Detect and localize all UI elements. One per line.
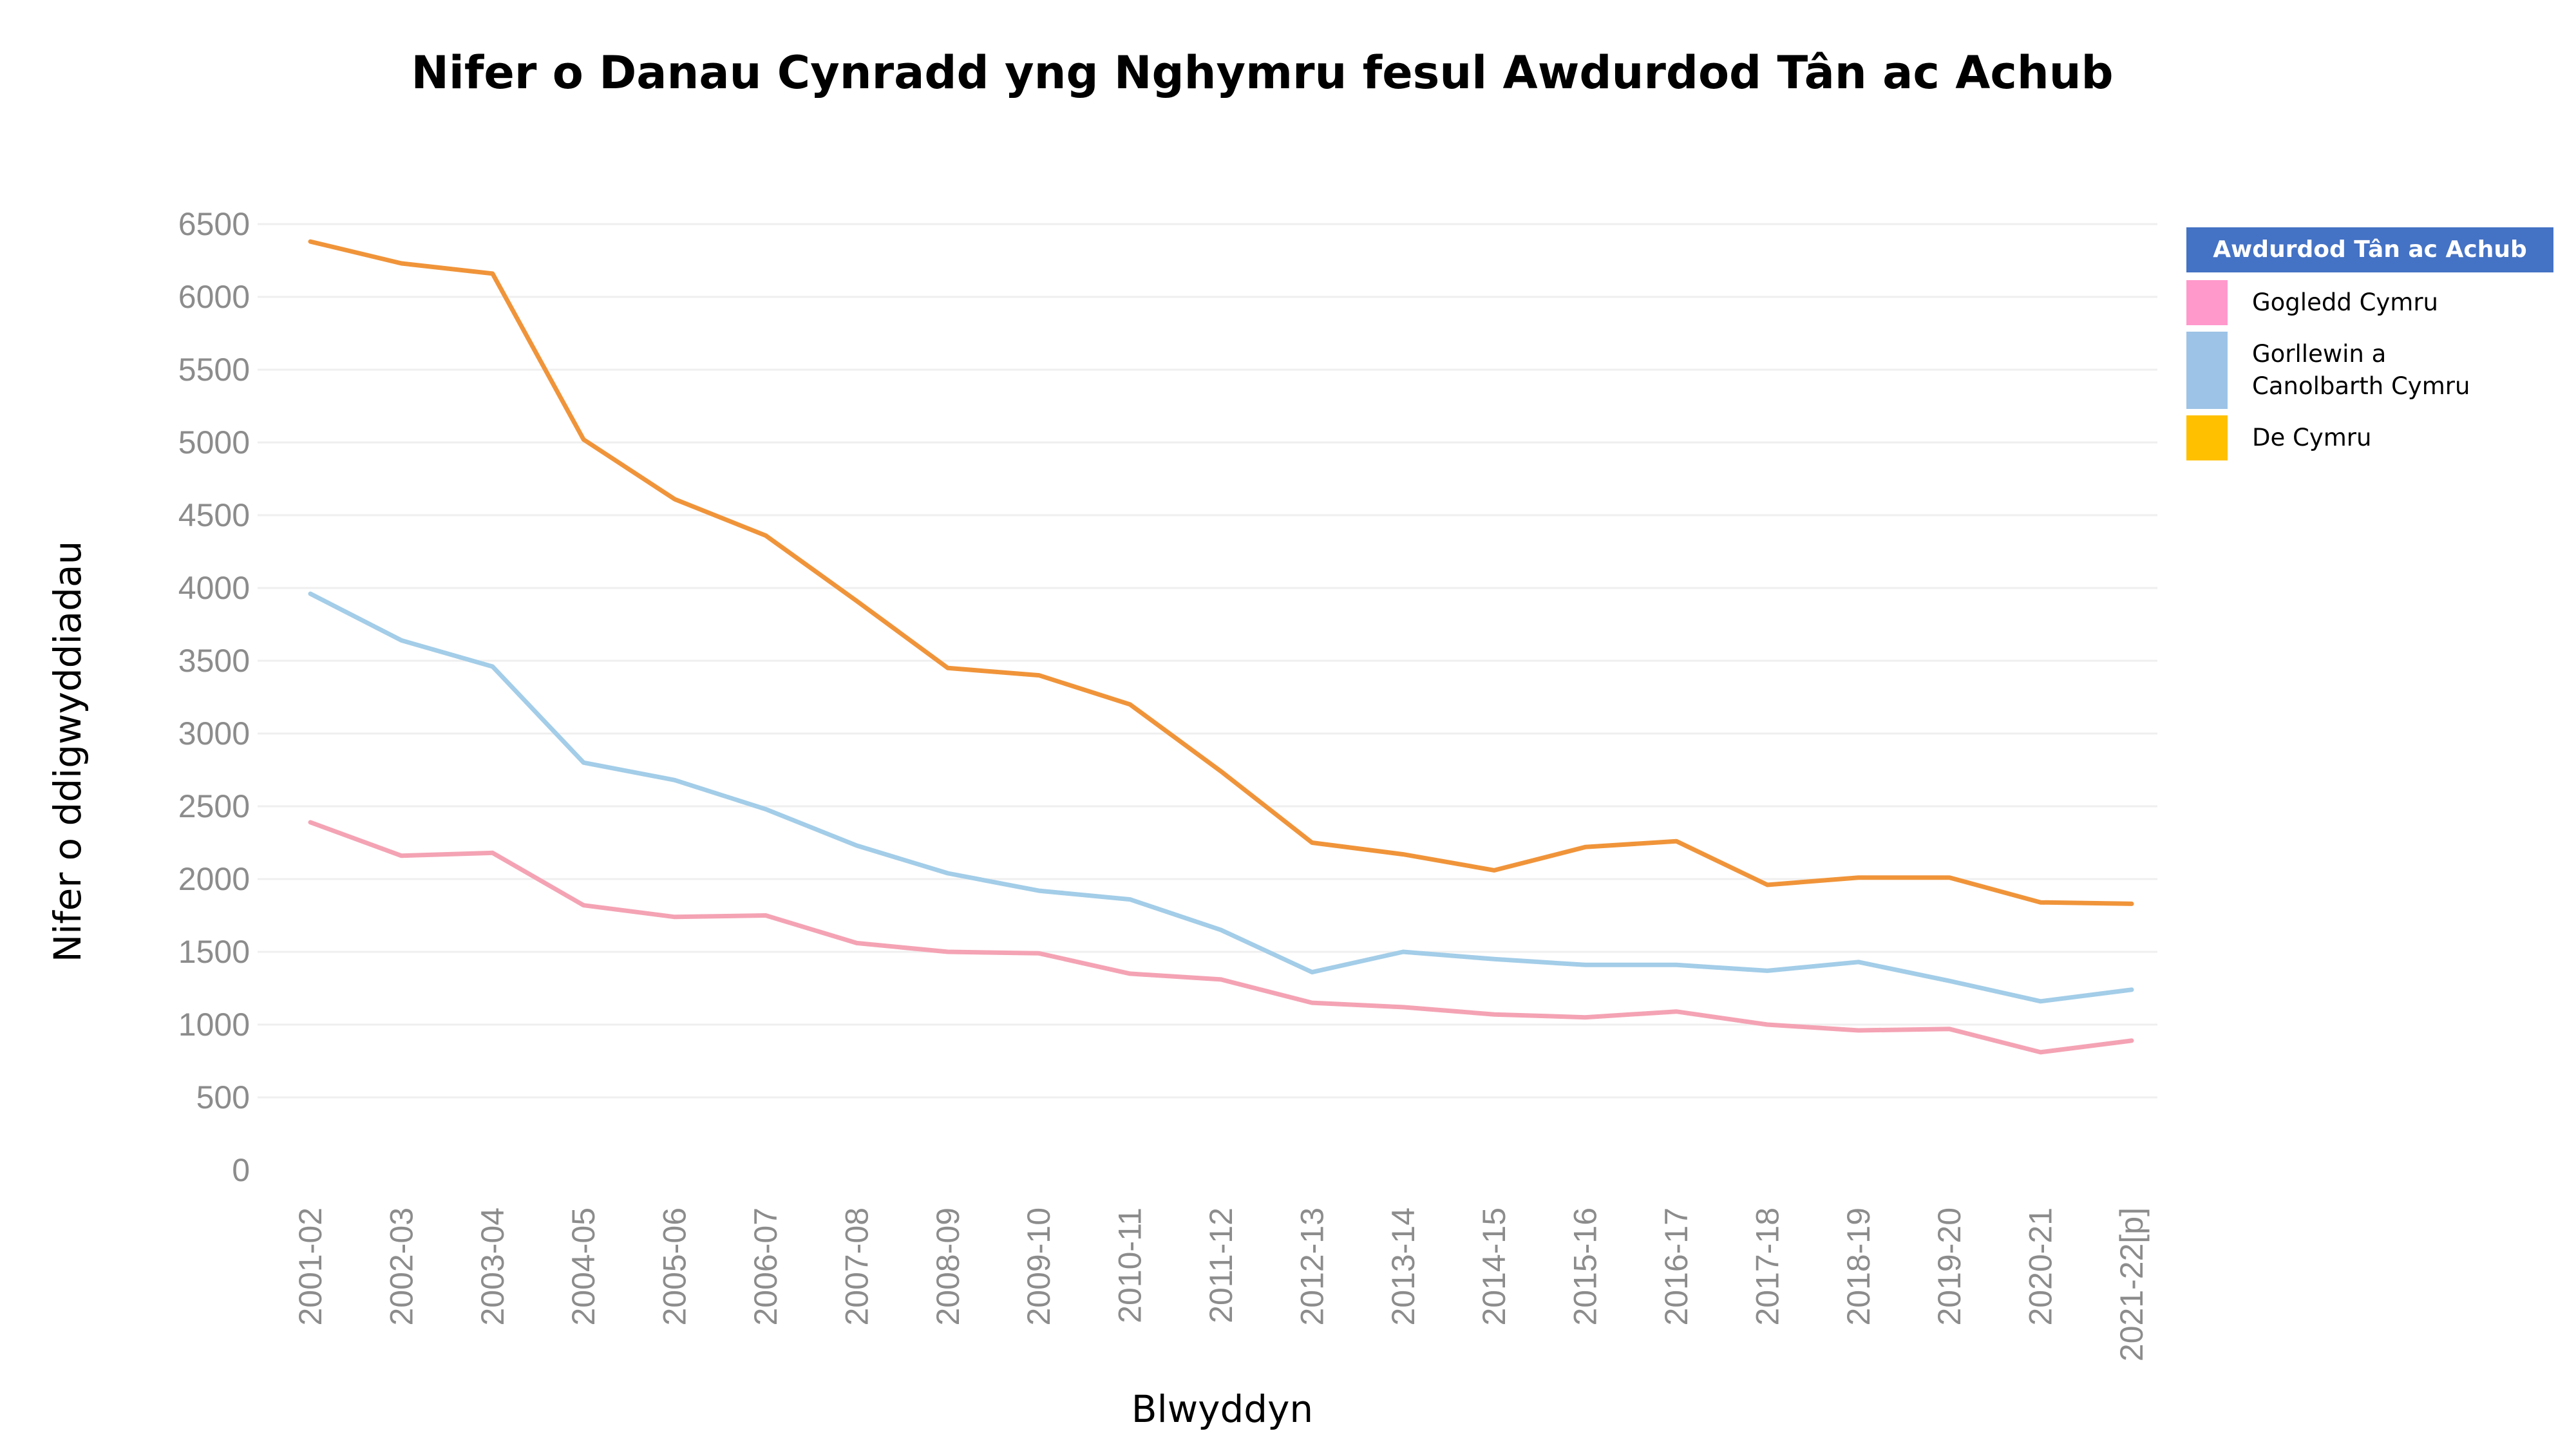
x-tick-label: 2001-02 <box>292 1208 328 1326</box>
y-tick-label: 2000 <box>178 861 250 897</box>
x-tick-label: 2002-03 <box>383 1208 419 1326</box>
y-tick-label: 500 <box>196 1079 250 1115</box>
x-tick-label: 2008-09 <box>930 1208 966 1326</box>
x-tick-label: 2004-05 <box>565 1208 601 1326</box>
x-tick-label: 2012-13 <box>1294 1208 1330 1326</box>
legend-label: Gorllewin a Canolbarth Cymru <box>2252 340 2470 400</box>
x-tick-label: 2005-06 <box>657 1208 693 1326</box>
legend-label: De Cymru <box>2252 424 2372 451</box>
x-tick-label: 2014-15 <box>1476 1208 1512 1326</box>
legend-swatch <box>2186 415 2228 460</box>
grid-lines <box>258 223 2157 1099</box>
legend: Awdurdod Tân ac Achub Gogledd Cymru Gorll… <box>2186 227 2553 460</box>
x-tick-label: 2021-22[p] <box>2114 1208 2150 1361</box>
y-tick-label: 0 <box>232 1152 250 1188</box>
y-tick-label: 1500 <box>178 934 250 970</box>
legend-label: Gogledd Cymru <box>2252 289 2439 316</box>
y-axis-ticks: 0 500 1000 1500 2000 2500 3000 3500 4000 4500 5000… <box>178 206 250 1188</box>
x-axis-ticks: 2001-02 2002-03 2003-04 2004-05 2005-06 2006-… <box>292 1208 2150 1361</box>
x-tick-label: 2020-21 <box>2023 1208 2059 1326</box>
x-tick-label: 2003-04 <box>475 1208 511 1326</box>
y-tick-label: 6500 <box>178 206 250 242</box>
y-tick-label: 3500 <box>178 643 250 679</box>
y-tick-label: 4500 <box>178 497 250 533</box>
x-tick-label: 2007-08 <box>838 1208 875 1326</box>
series-line <box>308 239 2134 906</box>
x-tick-label: 2011-12 <box>1203 1208 1239 1323</box>
x-tick-label: 2016-17 <box>1658 1208 1694 1326</box>
x-tick-label: 2006-07 <box>748 1208 784 1326</box>
y-tick-label: 5500 <box>178 352 250 388</box>
y-tick-label: 5000 <box>178 424 250 460</box>
chart-title: Nifer o Danau Cynradd yng Nghymru fesul … <box>411 46 2114 99</box>
series-line <box>308 820 2134 1055</box>
legend-swatch <box>2186 332 2228 409</box>
x-tick-label: 2009-10 <box>1021 1208 1057 1326</box>
y-tick-label: 4000 <box>178 570 250 606</box>
y-tick-label: 1000 <box>178 1007 250 1043</box>
x-tick-label: 2018-19 <box>1841 1208 1877 1326</box>
y-tick-label: 3000 <box>178 715 250 752</box>
x-tick-label: 2013-14 <box>1385 1208 1421 1326</box>
x-tick-label: 2015-16 <box>1567 1208 1604 1326</box>
series-lines <box>308 239 2134 1055</box>
series-line <box>308 591 2134 1004</box>
x-tick-label: 2017-18 <box>1749 1208 1785 1326</box>
y-tick-label: 2500 <box>178 788 250 824</box>
y-tick-label: 6000 <box>178 279 250 315</box>
legend-title: Awdurdod Tân ac Achub <box>2186 227 2553 272</box>
x-tick-label: 2019-20 <box>1931 1208 1967 1326</box>
legend-swatch <box>2186 280 2228 325</box>
x-axis-title: Blwyddyn <box>1131 1387 1314 1431</box>
x-tick-label: 2010-11 <box>1112 1208 1148 1323</box>
